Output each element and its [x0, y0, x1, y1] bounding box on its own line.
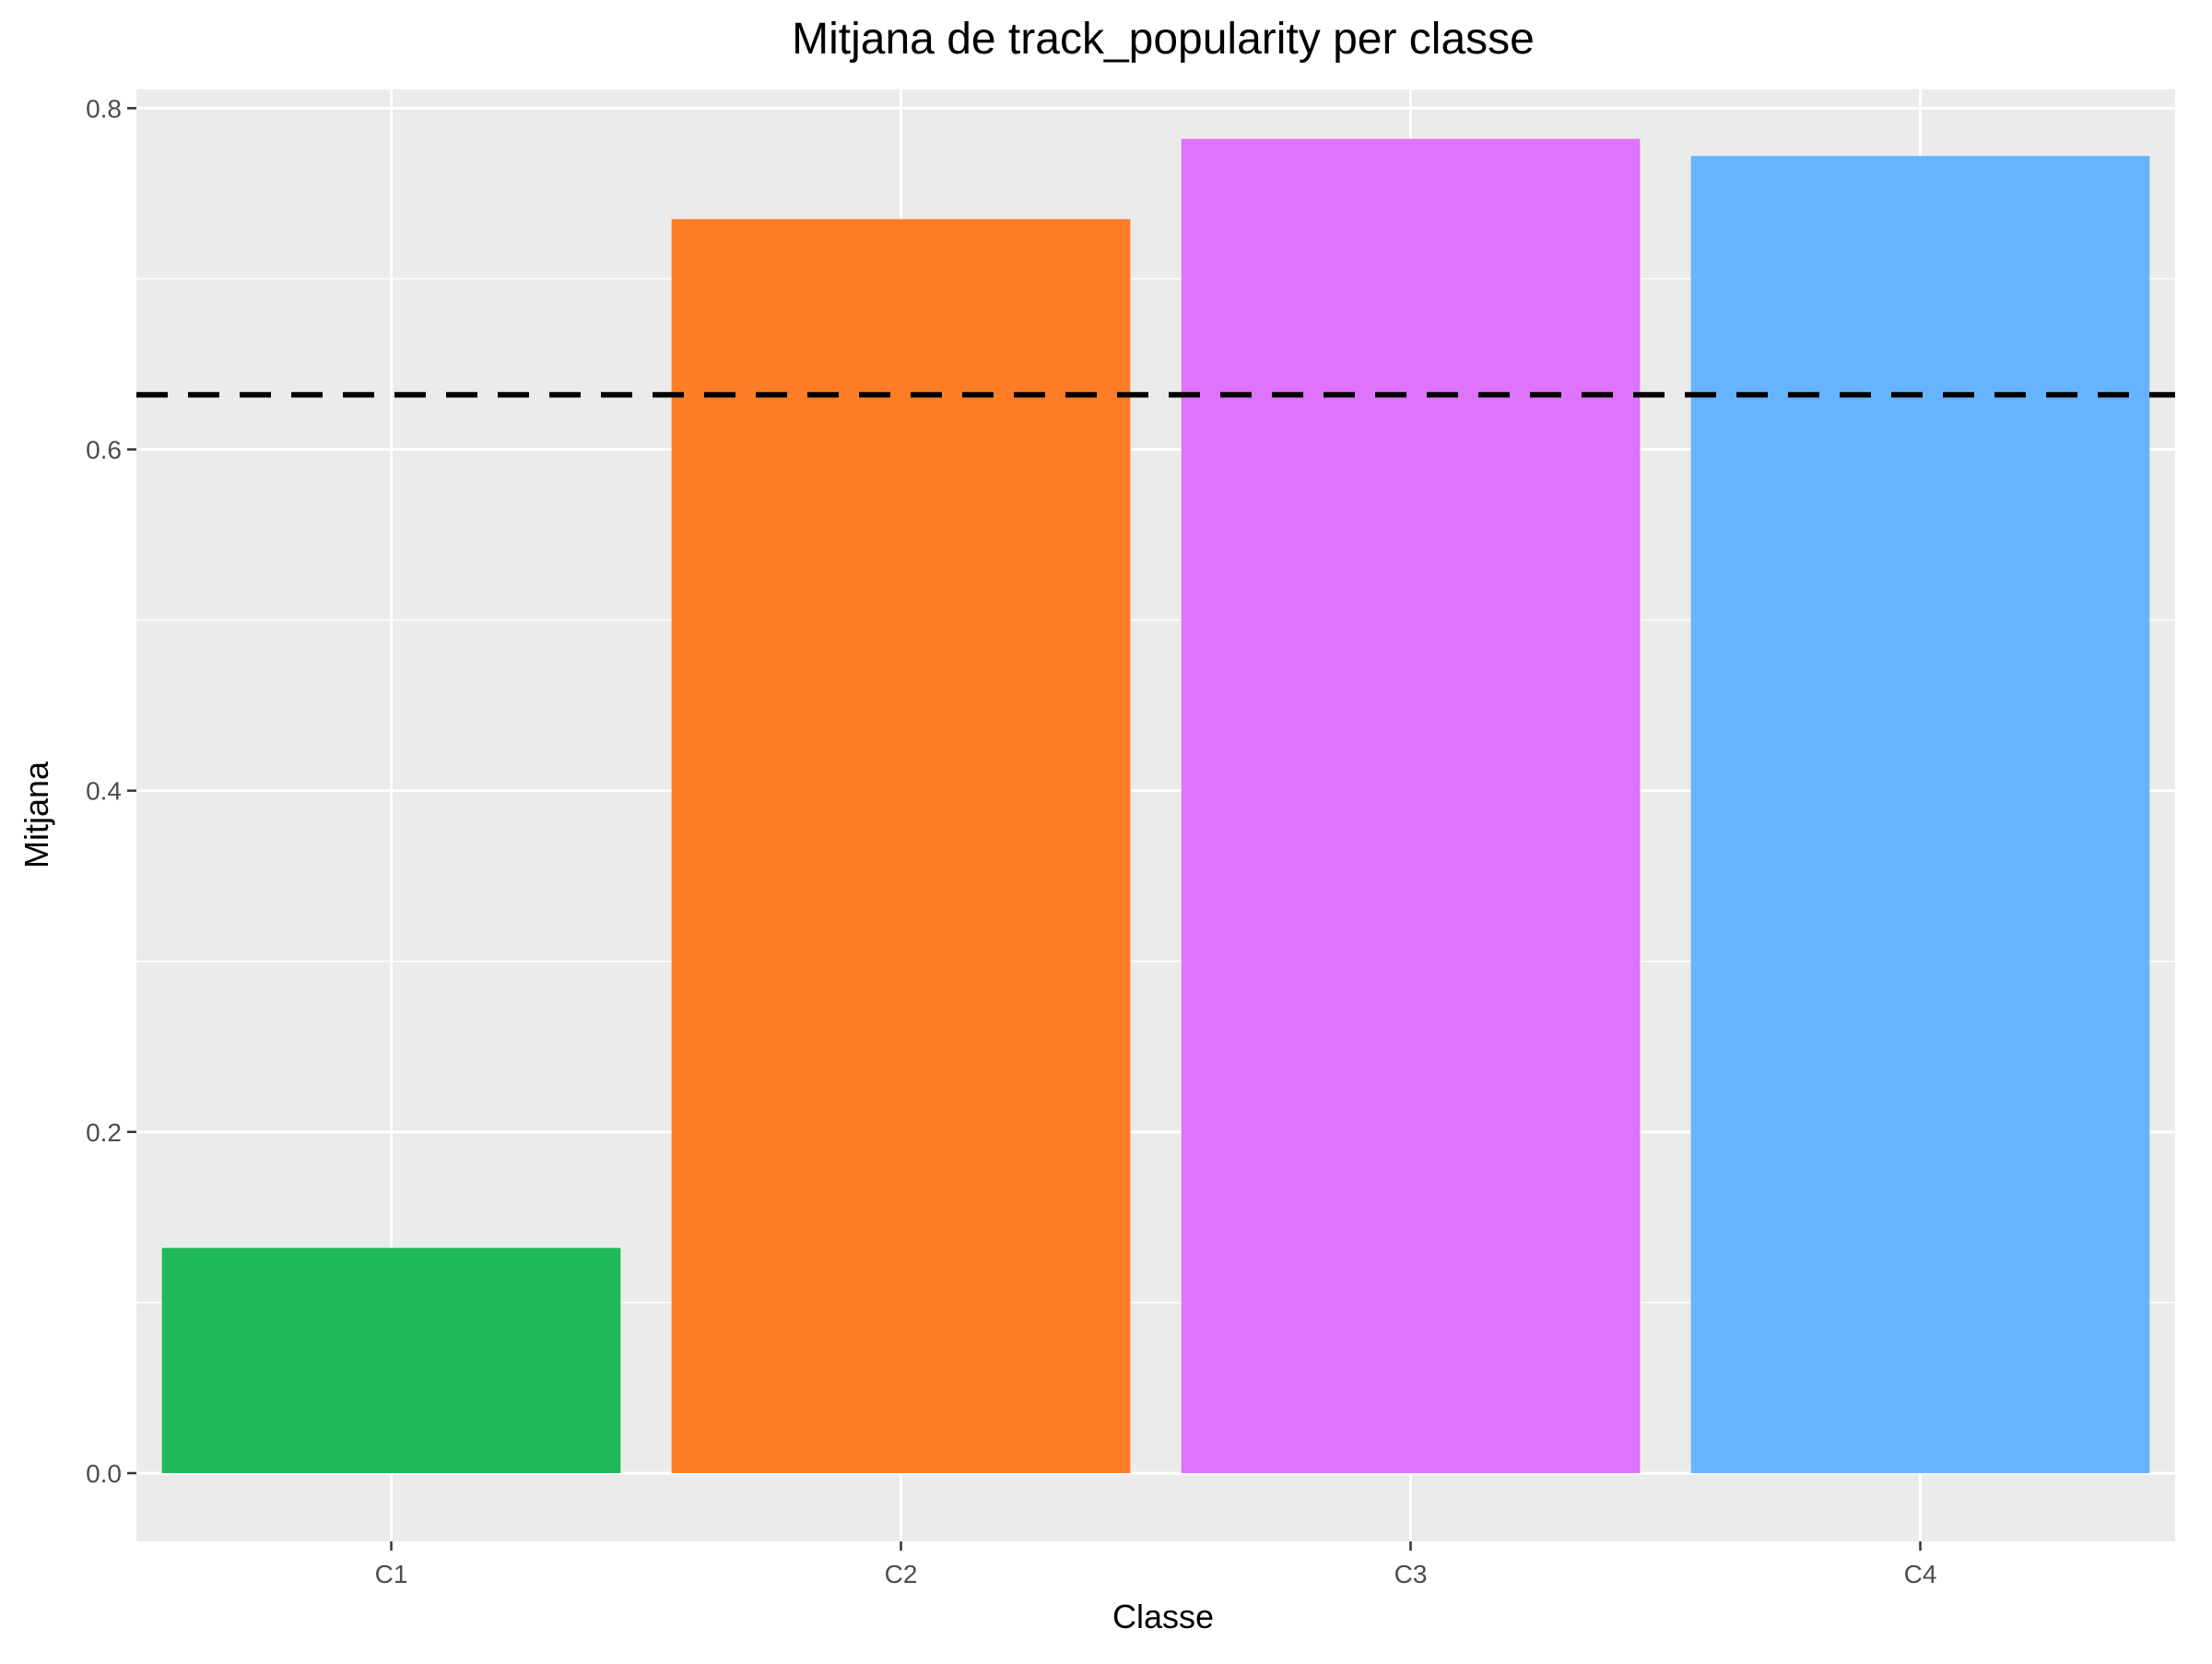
- y-axis: 0.0 0.2 0.4 0.6 0.8: [86, 94, 136, 1488]
- x-tick-label: C2: [885, 1560, 918, 1588]
- x-tick-label: C1: [375, 1560, 408, 1588]
- bar-c2: [671, 218, 1131, 1473]
- bar-c3: [1181, 138, 1641, 1473]
- y-tick-label: 0.2: [86, 1118, 122, 1147]
- x-tick-label: C3: [1394, 1560, 1428, 1588]
- y-tick-label: 0.4: [86, 777, 122, 806]
- bar-c1: [161, 1247, 621, 1473]
- y-tick-label: 0.6: [86, 436, 122, 465]
- y-tick-label: 0.0: [86, 1459, 122, 1488]
- chart-title: Mitjana de track_popularity per classe: [792, 15, 1535, 64]
- y-tick-label: 0.8: [86, 94, 122, 123]
- bar-c4: [1690, 156, 2150, 1473]
- x-axis: C1 C2 C3 C4: [375, 1541, 1937, 1588]
- y-axis-title: Mitjana: [18, 761, 55, 868]
- bars: [161, 138, 2150, 1473]
- x-axis-title: Classe: [1112, 1598, 1214, 1635]
- x-tick-label: C4: [1904, 1560, 1937, 1588]
